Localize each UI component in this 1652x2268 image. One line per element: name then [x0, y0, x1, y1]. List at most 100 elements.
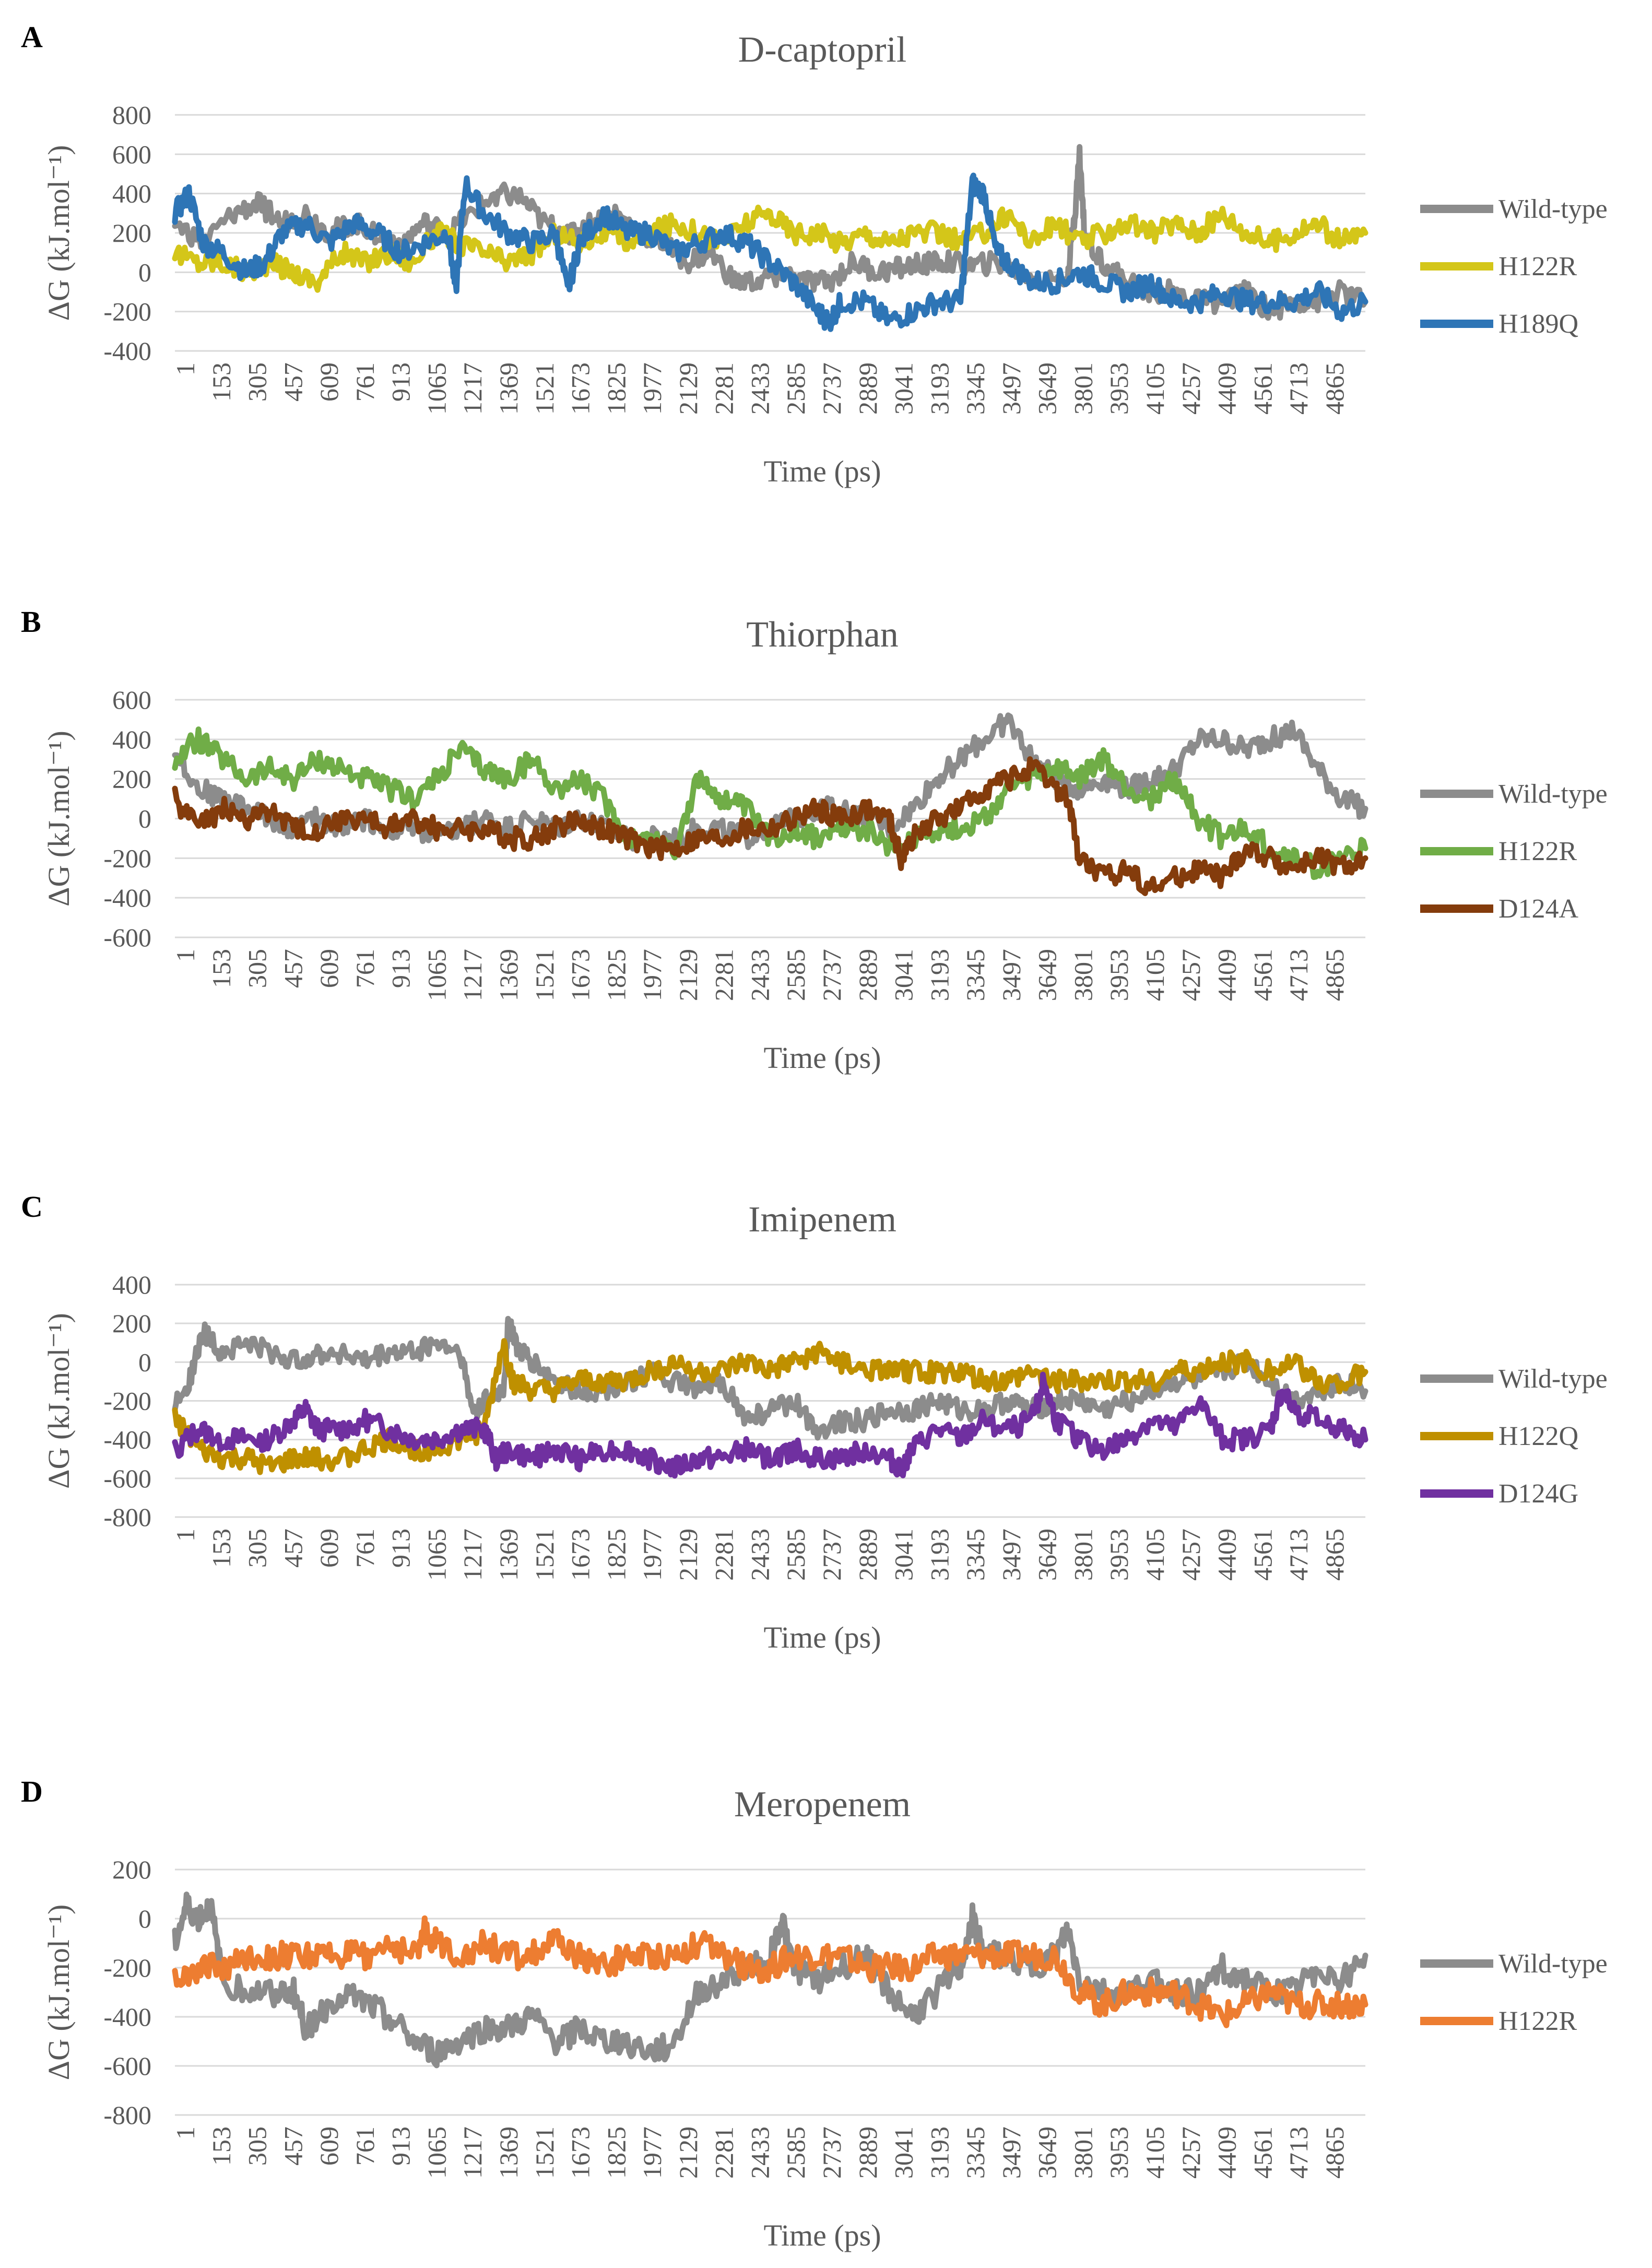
x-tick-label: 1065	[422, 2126, 451, 2179]
x-tick-label: 1	[171, 2126, 200, 2140]
x-tick-label: 3497	[997, 362, 1026, 415]
x-tick-label: 2737	[817, 1529, 846, 1581]
x-tick-label: 153	[207, 362, 236, 402]
x-tick-label: 3801	[1068, 1529, 1098, 1581]
legend-label: H189Q	[1498, 309, 1578, 339]
x-tick-label: 609	[314, 949, 344, 988]
x-tick-label: 305	[243, 362, 272, 402]
x-tick-label: 913	[386, 362, 416, 402]
x-tick-label: 4105	[1140, 1529, 1170, 1581]
x-tick-label: 3345	[961, 1529, 990, 1581]
x-tick-label: 1977	[638, 1529, 667, 1581]
x-axis-title: Time (ps)	[763, 1620, 881, 1654]
x-tick-label: 1977	[638, 362, 667, 415]
x-tick-label: 761	[350, 362, 380, 402]
x-tick-label: 2889	[853, 949, 882, 1001]
x-tick-label: 305	[243, 1529, 272, 1568]
x-tick-label: 305	[243, 2126, 272, 2166]
x-tick-label: 4713	[1284, 362, 1313, 415]
x-tick-label: 2281	[710, 362, 739, 415]
x-tick-label: 3193	[925, 362, 954, 415]
x-tick-label: 457	[278, 1529, 308, 1568]
y-axis-title: ΔG (kJ.mol⁻¹)	[42, 145, 76, 321]
y-tick-label: -800	[103, 2100, 151, 2130]
chart-title: D-captopril	[738, 30, 907, 70]
x-tick-label: 2889	[853, 1529, 882, 1581]
x-tick-label: 4257	[1176, 1529, 1206, 1581]
y-tick-label: -200	[103, 1953, 151, 1982]
x-axis-title: Time (ps)	[763, 1041, 881, 1075]
x-tick-label: 609	[314, 2126, 344, 2166]
y-tick-label: -600	[103, 2051, 151, 2081]
y-tick-label: -200	[103, 297, 151, 326]
x-tick-label: 2129	[674, 2126, 703, 2179]
x-tick-label: 2129	[674, 949, 703, 1001]
x-tick-label: 3345	[961, 362, 990, 415]
chart-panel-d: D Meropenem -800 -600 -400 -200 0 200 1 153 305 457…	[21, 1775, 1608, 2252]
y-tick-label: 0	[138, 1347, 151, 1377]
x-tick-label: 2433	[745, 362, 774, 415]
x-tick-label: 1217	[458, 1529, 487, 1581]
x-tick-label: 2281	[710, 2126, 739, 2179]
y-tick-label: -400	[103, 2002, 151, 2031]
x-tick-label: 1369	[494, 362, 523, 415]
x-tick-label: 1825	[601, 2126, 631, 2179]
x-tick-label: 1217	[458, 949, 487, 1001]
x-tick-label: 3041	[889, 362, 918, 415]
x-axis-title: Time (ps)	[763, 2218, 881, 2252]
x-tick-label: 1673	[566, 949, 595, 1001]
y-tick-label: -600	[103, 1464, 151, 1493]
x-tick-label: 3041	[889, 949, 918, 1001]
x-tick-label: 457	[278, 2126, 308, 2166]
y-tick-label: 600	[112, 139, 151, 169]
legend-label: H122R	[1498, 252, 1577, 281]
x-tick-label: 3345	[961, 2126, 990, 2179]
x-tick-label: 305	[243, 949, 272, 988]
x-tick-label: 1673	[566, 2126, 595, 2179]
x-tick-label: 1825	[601, 1529, 631, 1581]
x-tick-label: 2281	[710, 1529, 739, 1581]
x-tick-label: 2433	[745, 949, 774, 1001]
x-tick-label: 2129	[674, 362, 703, 415]
x-tick-label: 761	[350, 1529, 380, 1568]
x-tick-label: 153	[207, 1529, 236, 1568]
x-tick-label: 1065	[422, 949, 451, 1001]
legend-label: Wild-type	[1498, 779, 1608, 809]
x-tick-label: 4105	[1140, 2126, 1170, 2179]
legend-label: Wild-type	[1498, 1949, 1608, 1979]
y-tick-label: -600	[103, 923, 151, 952]
x-tick-label: 4257	[1176, 949, 1206, 1001]
x-tick-label: 1065	[422, 1529, 451, 1581]
panel-letter: B	[21, 605, 41, 639]
x-tick-label: 1217	[458, 362, 487, 415]
x-tick-label: 1521	[530, 362, 559, 415]
x-tick-label: 913	[386, 2126, 416, 2166]
series-line-d124g	[172, 1371, 1368, 1479]
series-line-d124a	[172, 756, 1368, 896]
x-tick-label: 4409	[1212, 949, 1242, 1001]
legend-label: D124A	[1498, 894, 1579, 924]
y-tick-label: 200	[112, 218, 151, 248]
x-tick-label: 3041	[889, 1529, 918, 1581]
series-line-h189q	[172, 172, 1368, 332]
x-tick-label: 3649	[1033, 949, 1062, 1001]
x-tick-label: 4865	[1320, 362, 1349, 415]
x-tick-label: 4561	[1248, 1529, 1277, 1581]
series-line-wild-type	[172, 1315, 1368, 1441]
x-tick-label: 2585	[781, 1529, 810, 1581]
x-tick-label: 3193	[925, 949, 954, 1001]
x-tick-label: 1673	[566, 362, 595, 415]
x-tick-label: 1825	[601, 949, 631, 1001]
x-tick-label: 4713	[1284, 949, 1313, 1001]
x-tick-label: 153	[207, 949, 236, 988]
x-tick-label: 2737	[817, 2126, 846, 2179]
legend-label: D124G	[1498, 1479, 1578, 1509]
x-tick-label: 4561	[1248, 2126, 1277, 2179]
x-tick-label: 3953	[1104, 362, 1134, 415]
x-tick-label: 4561	[1248, 949, 1277, 1001]
y-tick-label: 600	[112, 685, 151, 714]
x-tick-label: 2129	[674, 1529, 703, 1581]
y-axis-title: ΔG (kJ.mol⁻¹)	[42, 1905, 76, 2081]
